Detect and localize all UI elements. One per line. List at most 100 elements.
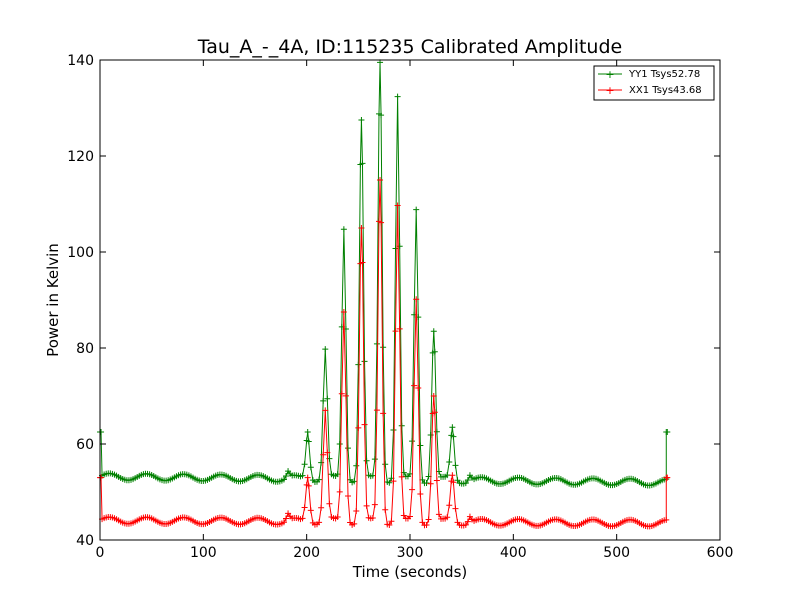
data-point <box>413 206 420 213</box>
data-point <box>392 245 399 252</box>
data-point <box>361 421 368 428</box>
series-layer <box>97 59 671 530</box>
data-point <box>334 514 341 521</box>
data-point <box>415 385 422 392</box>
data-point <box>301 461 308 468</box>
data-point <box>462 480 469 487</box>
data-point <box>400 512 407 519</box>
data-point <box>423 479 430 486</box>
data-point <box>280 476 287 483</box>
data-point <box>435 511 442 518</box>
x-tick-label: 400 <box>500 545 527 561</box>
x-tick-label: 500 <box>603 545 630 561</box>
data-point <box>353 462 360 469</box>
data-point <box>388 518 395 525</box>
data-point <box>382 461 389 468</box>
data-point <box>307 464 314 471</box>
data-point <box>450 479 457 486</box>
data-point <box>345 492 351 499</box>
data-point <box>398 422 405 429</box>
data-point <box>324 449 331 456</box>
data-point <box>316 476 323 483</box>
data-point <box>411 382 418 389</box>
data-point <box>351 520 358 527</box>
data-point <box>430 328 437 335</box>
data-point <box>433 477 440 484</box>
data-point <box>305 482 312 489</box>
data-point <box>462 521 469 528</box>
data-point <box>390 426 397 433</box>
data-point <box>394 202 401 209</box>
data-point <box>378 219 385 226</box>
data-point <box>427 480 434 487</box>
legend-entry-xx1: + XX1 Tsys43.68 <box>598 84 702 97</box>
data-point <box>409 486 416 493</box>
data-point <box>283 515 289 522</box>
data-point <box>322 346 329 353</box>
data-point <box>336 440 343 447</box>
data-point <box>452 462 459 469</box>
data-point <box>449 472 456 479</box>
y-tick-label: 40 <box>76 533 94 549</box>
data-point <box>396 325 403 332</box>
data-point <box>324 395 331 402</box>
data-point <box>371 456 378 463</box>
data-point <box>452 505 459 512</box>
data-point <box>283 472 289 479</box>
ticks-layer: 0 100 200 300 400 500 600 40 60 80 100 120 140 <box>67 53 733 561</box>
data-point <box>446 458 453 465</box>
data-point <box>353 507 360 514</box>
legend-entry-yy1: + YY1 Tsys52.78 <box>598 68 700 81</box>
data-point <box>280 519 287 526</box>
data-point <box>380 344 387 351</box>
data-point <box>409 438 416 445</box>
data-point <box>392 328 399 335</box>
data-point <box>351 478 358 485</box>
series-xx1 <box>97 177 671 530</box>
data-point <box>413 296 420 303</box>
y-tick-label: 140 <box>67 53 94 69</box>
data-point <box>299 515 306 522</box>
x-tick-label: 100 <box>190 545 217 561</box>
legend-marker-xx1: + <box>605 84 614 97</box>
data-point <box>664 429 671 435</box>
data-point <box>316 519 323 526</box>
data-point <box>359 259 366 266</box>
data-point <box>363 502 370 509</box>
data-point <box>431 348 438 355</box>
series-yy1 <box>97 59 671 489</box>
data-point <box>336 488 343 495</box>
data-point <box>427 431 434 438</box>
data-point <box>358 225 365 231</box>
data-point <box>663 516 670 523</box>
x-tick-label: 0 <box>96 545 105 561</box>
data-point <box>430 393 437 399</box>
data-point <box>373 407 380 414</box>
y-tick-label: 100 <box>67 245 94 261</box>
data-point <box>423 522 430 529</box>
x-axis-label: Time (seconds) <box>352 563 468 581</box>
data-point <box>464 476 471 483</box>
y-tick-label: 80 <box>76 341 94 357</box>
data-point <box>417 490 424 497</box>
data-point <box>307 507 314 514</box>
data-point <box>318 504 325 511</box>
x-tick-label: 300 <box>397 545 424 561</box>
legend-box <box>593 65 715 101</box>
data-point <box>304 429 311 435</box>
legend-label-xx1: XX1 Tsys43.68 <box>629 85 702 96</box>
legend-marker-yy1: + <box>605 68 614 81</box>
data-point <box>320 451 327 458</box>
y-axis-label: Power in Kelvin <box>44 243 62 357</box>
data-point <box>386 479 393 486</box>
data-point <box>444 472 451 479</box>
y-tick-label: 120 <box>67 149 94 165</box>
data-point <box>304 474 311 481</box>
data-point <box>322 407 329 414</box>
data-point <box>394 93 401 100</box>
data-point <box>407 513 413 520</box>
data-point <box>369 472 376 479</box>
data-point <box>299 472 306 479</box>
data-point <box>386 521 393 528</box>
